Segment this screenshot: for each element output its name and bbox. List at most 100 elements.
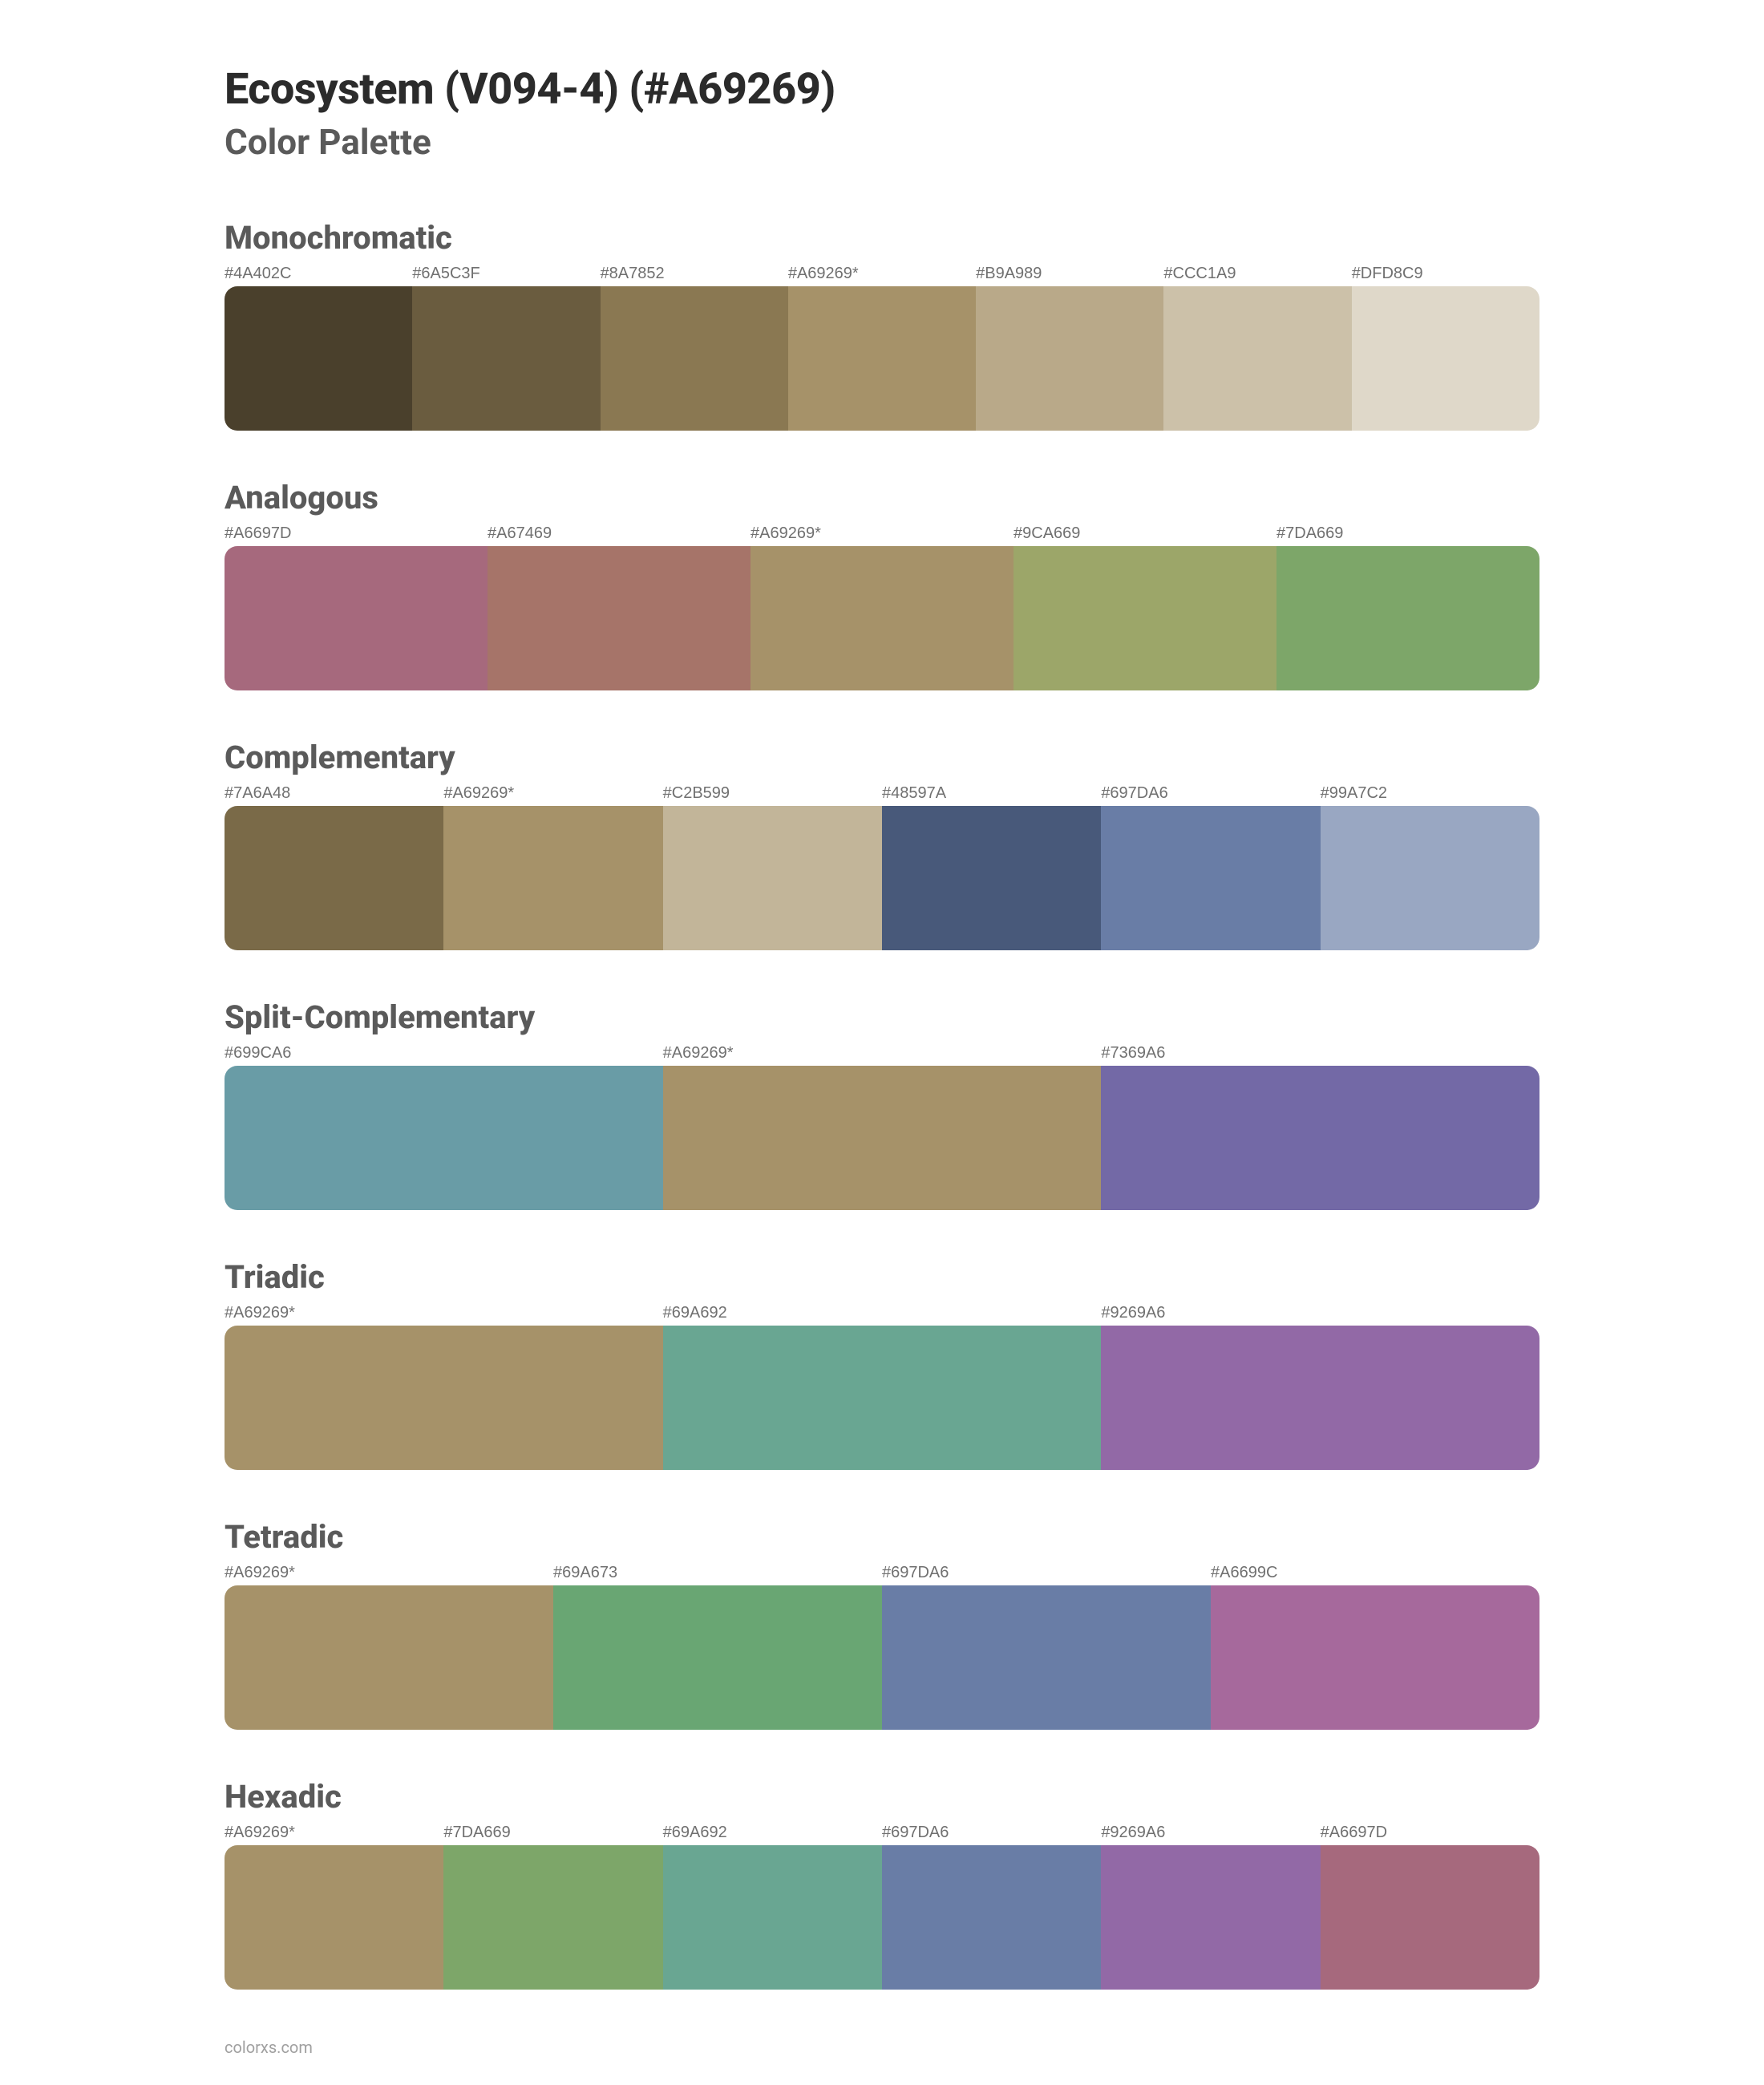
color-swatch [1013, 546, 1276, 690]
swatch-label: #A69269* [751, 524, 1013, 543]
color-swatch [225, 1845, 443, 1990]
swatch-label: #99A7C2 [1321, 784, 1539, 803]
color-swatch [1101, 806, 1320, 950]
swatch-row [225, 1326, 1539, 1470]
palette-section: Tetradic #A69269*#69A673#697DA6#A6699C [225, 1518, 1539, 1730]
swatch-row [225, 546, 1539, 690]
swatch-label: #69A692 [663, 1304, 1102, 1322]
color-swatch [1101, 1066, 1539, 1210]
swatch-label: #69A673 [553, 1564, 882, 1582]
swatch-label: #7369A6 [1101, 1044, 1539, 1063]
color-swatch [788, 286, 976, 431]
section-title: Monochromatic [225, 219, 1539, 257]
swatch-label: #697DA6 [882, 1824, 1101, 1842]
swatch-label: #DFD8C9 [1352, 265, 1539, 283]
swatch-row [225, 806, 1539, 950]
swatch-label: #699CA6 [225, 1044, 663, 1063]
sections-container: Monochromatic#4A402C#6A5C3F#8A7852#A6926… [225, 219, 1539, 1990]
labels-row: #A69269*#69A673#697DA6#A6699C [225, 1564, 1539, 1582]
color-swatch [225, 1326, 663, 1470]
swatch-label: #B9A989 [976, 265, 1163, 283]
section-title: Split-Complementary [225, 998, 1539, 1036]
swatch-label: #6A5C3F [412, 265, 600, 283]
color-swatch [663, 1066, 1102, 1210]
palette-section: Triadic #A69269*#69A692#9269A6 [225, 1258, 1539, 1470]
swatch-row [225, 1845, 1539, 1990]
swatch-label: #A69269* [788, 265, 976, 283]
labels-row: #699CA6#A69269*#7369A6 [225, 1044, 1539, 1063]
labels-row: #A69269*#7DA669#69A692#697DA6#9269A6#A66… [225, 1824, 1539, 1842]
swatch-label: #7DA669 [1276, 524, 1539, 543]
labels-row: #7A6A48#A69269*#C2B599#48597A#697DA6#99A… [225, 784, 1539, 803]
color-swatch [882, 1585, 1211, 1730]
swatch-label: #8A7852 [601, 265, 788, 283]
color-swatch [412, 286, 600, 431]
swatch-label: #4A402C [225, 265, 412, 283]
color-swatch [225, 286, 412, 431]
section-title: Complementary [225, 739, 1539, 776]
color-swatch [488, 546, 751, 690]
color-swatch [553, 1585, 882, 1730]
labels-row: #4A402C#6A5C3F#8A7852#A69269*#B9A989#CCC… [225, 265, 1539, 283]
section-title: Triadic [225, 1258, 1539, 1296]
color-swatch [663, 1845, 882, 1990]
swatch-row [225, 1066, 1539, 1210]
palette-section: Split-Complementary #699CA6#A69269*#7369A… [225, 998, 1539, 1210]
color-swatch [1321, 1845, 1539, 1990]
swatch-label: #697DA6 [1101, 784, 1320, 803]
swatch-label: #9269A6 [1101, 1824, 1320, 1842]
swatch-label: #A6699C [1211, 1564, 1539, 1582]
color-swatch [443, 806, 662, 950]
section-title: Hexadic [225, 1778, 1539, 1816]
swatch-label: #C2B599 [663, 784, 882, 803]
labels-row: #A6697D#A67469#A69269*#9CA669#7DA669 [225, 524, 1539, 543]
swatch-row [225, 286, 1539, 431]
swatch-label: #A69269* [225, 1304, 663, 1322]
color-swatch [225, 1585, 553, 1730]
footer-text: colorxs.com [225, 2038, 1539, 2057]
color-swatch [1352, 286, 1539, 431]
color-swatch [882, 806, 1101, 950]
swatch-label: #CCC1A9 [1163, 265, 1351, 283]
swatch-label: #7DA669 [443, 1824, 662, 1842]
swatch-label: #A6697D [225, 524, 488, 543]
palette-section: Analogous #A6697D#A67469#A69269*#9CA669#7… [225, 479, 1539, 690]
swatch-label: #697DA6 [882, 1564, 1211, 1582]
swatch-label: #A69269* [663, 1044, 1102, 1063]
palette-section: Monochromatic #4A402C#6A5C3F#8A7852#A6926… [225, 219, 1539, 431]
swatch-label: #9CA669 [1013, 524, 1276, 543]
section-title: Tetradic [225, 1518, 1539, 1556]
color-swatch [443, 1845, 662, 1990]
swatch-label: #A69269* [443, 784, 662, 803]
color-swatch [225, 546, 488, 690]
labels-row: #A69269*#69A692#9269A6 [225, 1304, 1539, 1322]
color-swatch [225, 806, 443, 950]
section-title: Analogous [225, 479, 1539, 516]
palette-section: Complementary #7A6A48#A69269*#C2B599#4859… [225, 739, 1539, 950]
swatch-label: #7A6A48 [225, 784, 443, 803]
page-subtitle: Color Palette [225, 121, 1539, 163]
page-title: Ecosystem (V094-4) (#A69269) [225, 64, 1539, 115]
color-swatch [1321, 806, 1539, 950]
color-swatch [1163, 286, 1351, 431]
color-swatch [1276, 546, 1539, 690]
swatch-label: #9269A6 [1101, 1304, 1539, 1322]
swatch-label: #A6697D [1321, 1824, 1539, 1842]
color-swatch [225, 1066, 663, 1210]
swatch-label: #48597A [882, 784, 1101, 803]
color-swatch [1101, 1845, 1320, 1990]
color-swatch [1101, 1326, 1539, 1470]
color-swatch [663, 1326, 1102, 1470]
color-swatch [663, 806, 882, 950]
swatch-label: #A69269* [225, 1564, 553, 1582]
color-swatch [751, 546, 1013, 690]
palette-section: Hexadic #A69269*#7DA669#69A692#697DA6#926… [225, 1778, 1539, 1990]
swatch-label: #A69269* [225, 1824, 443, 1842]
swatch-row [225, 1585, 1539, 1730]
swatch-label: #A67469 [488, 524, 751, 543]
color-swatch [976, 286, 1163, 431]
color-swatch [1211, 1585, 1539, 1730]
color-swatch [882, 1845, 1101, 1990]
swatch-label: #69A692 [663, 1824, 882, 1842]
color-swatch [601, 286, 788, 431]
